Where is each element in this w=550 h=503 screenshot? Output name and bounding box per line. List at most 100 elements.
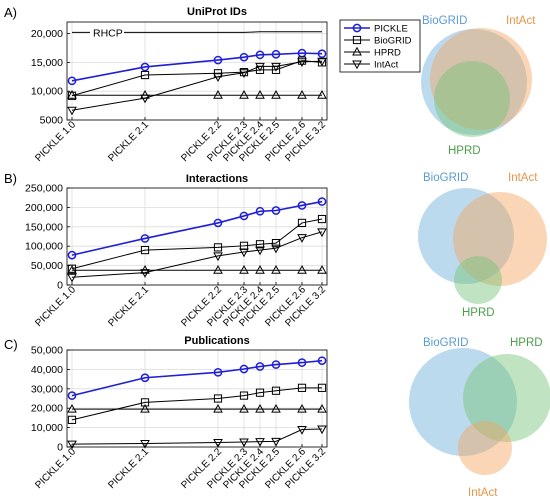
- xtick-label-b-1: PICKLE 2.1: [106, 284, 151, 329]
- legend-marker-hprd: [352, 46, 362, 56]
- point-intact-a-0: [67, 106, 77, 116]
- point-intact-a-7: [317, 57, 327, 67]
- point-pickle-c-5: [271, 360, 281, 369]
- xtick-label-c-0: PICKLE 1.0: [33, 446, 78, 491]
- legend-marker-pickle: [352, 23, 362, 33]
- venn-c-label-biogrid: BioGRID: [423, 337, 468, 349]
- legend-marker-intact: [352, 60, 362, 70]
- point-biogrid-b-1: [140, 245, 150, 255]
- venn-b-label-biogrid: BioGRID: [423, 172, 468, 184]
- point-intact-c-3: [239, 438, 249, 448]
- panel-label-b: B): [4, 171, 17, 186]
- point-biogrid-a-0: [67, 91, 77, 100]
- ytick-label-a-3: 20,000: [31, 28, 63, 40]
- point-intact-c-4: [255, 438, 265, 447]
- point-pickle-b-5: [271, 206, 281, 215]
- ytick-label-b-2: 100,000: [25, 241, 63, 253]
- point-pickle-c-2: [213, 367, 223, 377]
- point-pickle-c-1: [140, 373, 150, 383]
- venn-diagram-c: BioGRID HPRD IntAct: [409, 337, 550, 499]
- ytick-label-b-5: 250,000: [25, 183, 63, 195]
- point-intact-c-6: [297, 426, 307, 435]
- point-pickle-c-3: [239, 364, 249, 374]
- legend-marker-biogrid: [352, 35, 362, 45]
- point-pickle-b-1: [140, 234, 150, 243]
- venn-c-label-hprd: HPRD: [510, 337, 543, 349]
- legend-label-hprd: HPRD: [374, 48, 401, 59]
- point-hprd-c-5: [271, 403, 281, 413]
- plot-area-b: [66, 187, 328, 286]
- venn-a-hprd-circle: [434, 61, 510, 137]
- point-pickle-a-5: [271, 49, 281, 59]
- ytick-label-b-4: 200,000: [25, 202, 63, 214]
- panel-b: B) Interactions 0 50,000 100,000 150,000 200…: [4, 171, 328, 329]
- point-biogrid-c-2: [213, 394, 223, 403]
- point-intact-a-1: [140, 94, 150, 104]
- point-biogrid-a-3: [239, 68, 249, 77]
- point-hprd-a-2: [213, 89, 223, 99]
- point-pickle-b-4: [255, 206, 265, 216]
- annotation-bg-a: [90, 26, 124, 39]
- point-pickle-b-7: [317, 197, 327, 206]
- point-intact-c-1: [140, 440, 150, 449]
- series-line-intact-b: [71, 231, 323, 278]
- point-hprd-a-4: [255, 89, 265, 99]
- point-hprd-a-5: [271, 89, 281, 99]
- point-hprd-b-2: [213, 265, 223, 274]
- point-pickle-a-1: [140, 62, 150, 72]
- point-intact-c-7: [317, 425, 327, 435]
- venn-c-label-intact: IntAct: [468, 487, 498, 499]
- point-intact-b-6: [297, 234, 307, 243]
- series-line-rhcp-a: [72, 31, 322, 33]
- point-hprd-b-3: [239, 265, 249, 274]
- point-intact-b-5: [271, 244, 281, 254]
- xtick-label-a-1: PICKLE 2.1: [106, 119, 151, 164]
- chart-title-c: Publications: [184, 335, 249, 347]
- plot-area-a: [66, 21, 328, 121]
- venn-a-label-biogrid: BioGRID: [422, 15, 467, 27]
- series-line-intact-c: [71, 428, 323, 445]
- point-biogrid-c-0: [67, 415, 77, 424]
- point-hprd-c-3: [239, 403, 249, 413]
- venn-c-hprd-circle: [463, 354, 550, 442]
- point-hprd-a-3: [239, 89, 249, 99]
- venn-b-label-intact: IntAct: [508, 172, 538, 184]
- xtick-label-c-1: PICKLE 2.1: [106, 446, 151, 491]
- point-hprd-c-7: [317, 403, 327, 413]
- annotation-label-a: RHCP: [93, 27, 123, 39]
- point-biogrid-c-7: [317, 383, 327, 392]
- point-biogrid-c-3: [239, 391, 249, 400]
- point-pickle-b-3: [239, 211, 249, 221]
- point-pickle-c-0: [67, 391, 77, 400]
- ytick-label-c-5: 50,000: [31, 345, 63, 357]
- venn-a-label-hprd: HPRD: [448, 145, 481, 157]
- point-intact-b-7: [317, 228, 327, 238]
- point-hprd-c-6: [297, 403, 307, 413]
- point-biogrid-b-5: [271, 238, 281, 248]
- point-hprd-c-2: [213, 403, 223, 413]
- point-intact-c-5: [271, 437, 281, 447]
- venn-b-label-hprd: HPRD: [462, 307, 495, 319]
- venn-diagram-b: BioGRID IntAct HPRD: [418, 172, 547, 319]
- point-intact-c-0: [67, 440, 77, 450]
- point-hprd-a-0: [67, 89, 77, 99]
- ytick-label-c-2: 20,000: [31, 403, 63, 415]
- series-line-biogrid-c: [71, 387, 322, 421]
- point-intact-b-0: [67, 273, 77, 283]
- panel-a: A) UniProt IDs 5000 10,000 15,000 20,000 PIC…: [4, 5, 328, 164]
- point-hprd-c-1: [140, 403, 150, 413]
- point-hprd-b-6: [297, 265, 307, 274]
- venn-c-biogrid-circle: [409, 348, 517, 456]
- point-intact-b-4: [255, 246, 265, 256]
- point-intact-a-5: [271, 62, 281, 72]
- point-hprd-c-4: [255, 403, 265, 413]
- legend-label-pickle: PICKLE: [374, 24, 408, 35]
- series-line-pickle-b: [71, 200, 323, 256]
- series-line-pickle-c: [71, 359, 323, 397]
- series-line-intact-a: [71, 60, 323, 111]
- point-hprd-b-0: [67, 265, 77, 274]
- ytick-label-a-0: 5000: [40, 115, 64, 127]
- venn-b-hprd-circle: [454, 256, 502, 304]
- ytick-label-c-1: 10,000: [31, 422, 63, 434]
